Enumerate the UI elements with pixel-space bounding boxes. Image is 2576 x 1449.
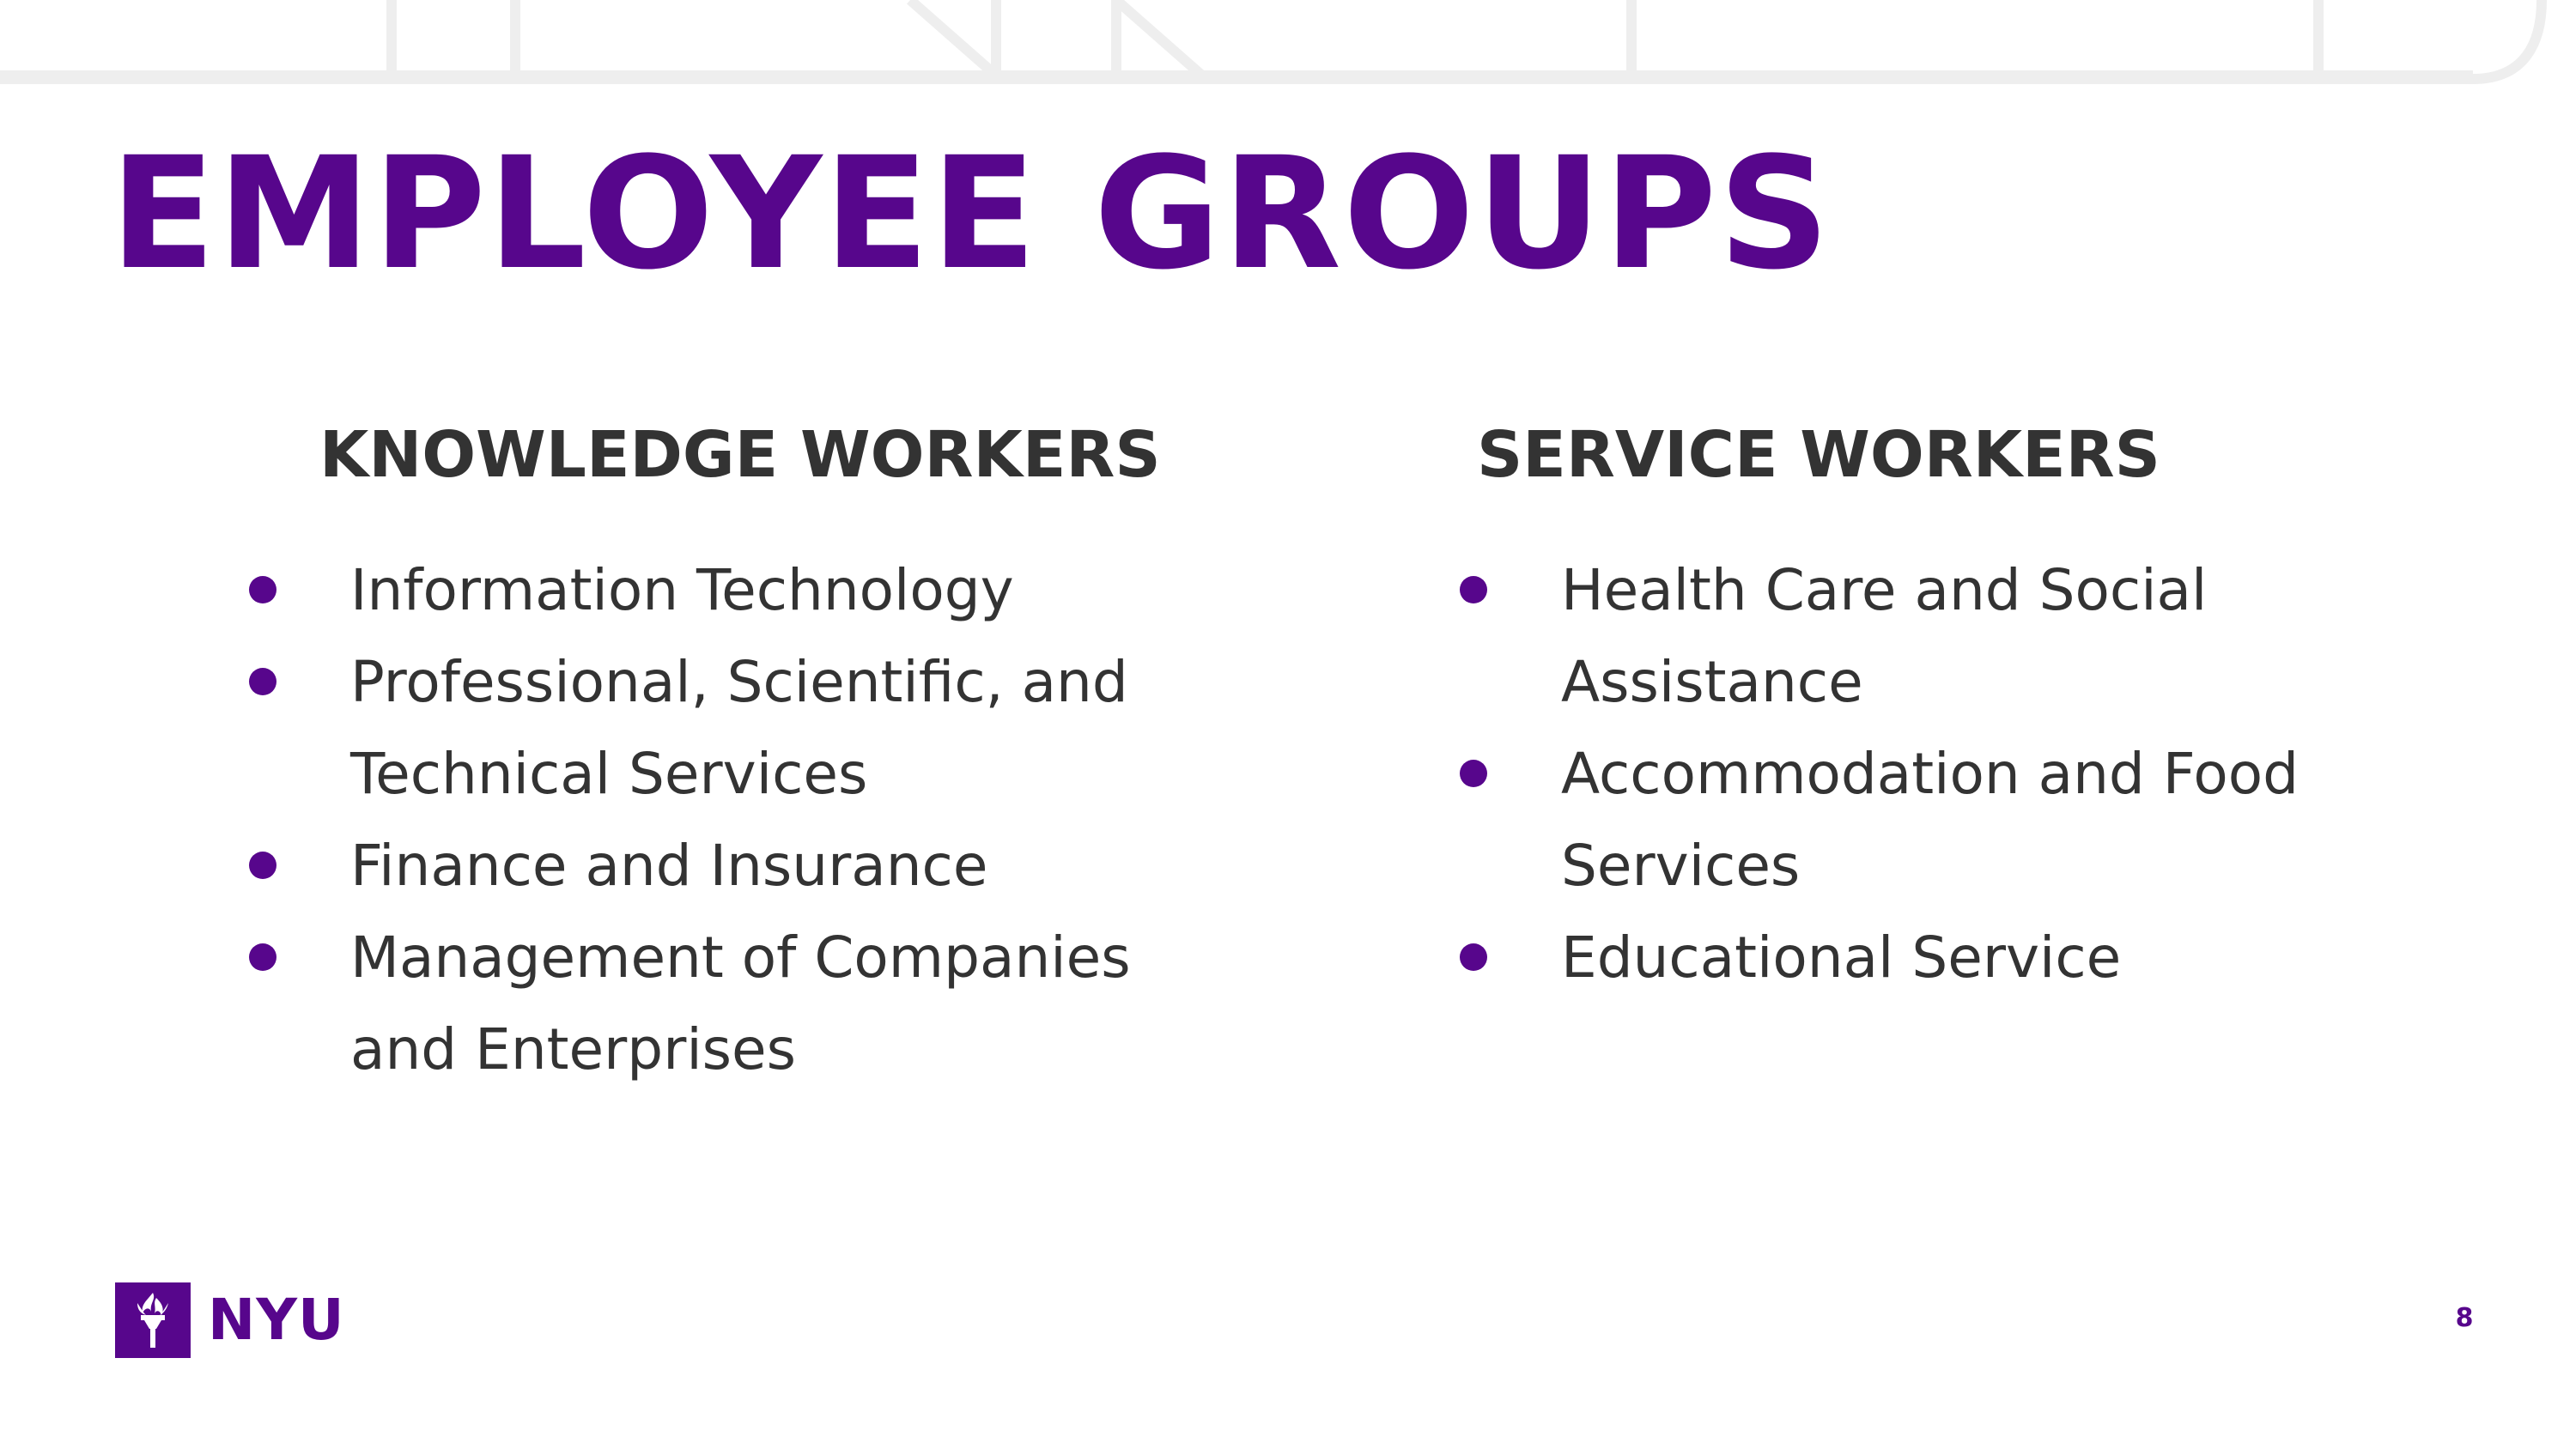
list-item: Accommodation and Food Services [1460, 728, 2473, 912]
bullet-icon [1460, 576, 1487, 603]
knowledge-workers-list: Information Technology Professional, Sci… [249, 544, 1245, 1095]
list-item-label: Health Care and Social Assistance [1561, 557, 2208, 715]
page-number: 8 [2455, 1303, 2474, 1333]
service-workers-heading: SERVICE WORKERS [1477, 418, 2160, 492]
list-item-label: Management of Companies and Enterprises [350, 925, 1131, 1082]
logo-text: NYU [208, 1287, 345, 1353]
list-item: Management of Companies and Enterprises [249, 912, 1245, 1095]
torch-icon [137, 1293, 168, 1348]
page-title: EMPLOYEE GROUPS [110, 124, 1832, 304]
list-item-label: Accommodation and Food Services [1561, 741, 2300, 899]
bullet-icon [249, 852, 276, 879]
list-item-label: Finance and Insurance [350, 833, 988, 899]
list-item-label: Educational Service [1561, 925, 2122, 991]
bullet-icon [249, 576, 276, 603]
list-item: Health Care and Social Assistance [1460, 544, 2473, 728]
nyu-logo: NYU [115, 1282, 345, 1358]
knowledge-workers-heading: KNOWLEDGE WORKERS [319, 418, 1161, 492]
bullet-icon [249, 668, 276, 695]
top-decoration [0, 0, 2547, 84]
list-item: Professional, Scientific, and Technical … [249, 636, 1245, 820]
logo-box [115, 1282, 191, 1358]
list-item-label: Information Technology [350, 557, 1014, 623]
list-item: Information Technology [249, 544, 1245, 636]
knowledge-workers-column: KNOWLEDGE WORKERS Information Technology… [249, 412, 1245, 1095]
bullet-icon [1460, 760, 1487, 787]
list-item: Finance and Insurance [249, 820, 1245, 912]
list-item: Educational Service [1460, 912, 2473, 1003]
list-item-label: Professional, Scientific, and Technical … [350, 649, 1128, 807]
bullet-icon [1460, 943, 1487, 971]
service-workers-list: Health Care and Social Assistance Accomm… [1460, 544, 2473, 1003]
bullet-icon [249, 943, 276, 971]
service-workers-column: SERVICE WORKERS Health Care and Social A… [1460, 412, 2473, 1003]
